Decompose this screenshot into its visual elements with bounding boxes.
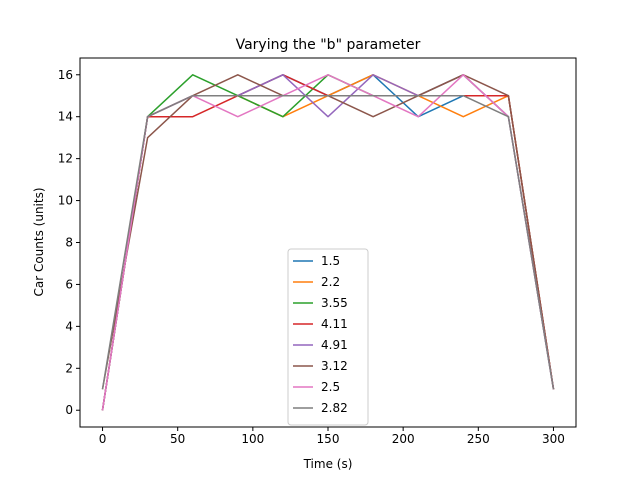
legend-label: 1.5 <box>321 254 340 268</box>
legend: 1.5 2.2 3.55 4.11 4.91 3.12 2.5 2.82 <box>287 248 369 426</box>
x-tick-label: 250 <box>467 432 490 446</box>
x-tick-label: 300 <box>542 432 565 446</box>
y-tick-label: 14 <box>58 110 73 124</box>
y-tick-label: 12 <box>58 152 73 166</box>
y-tick-label: 10 <box>58 194 73 208</box>
y-axis-label: Car Counts (units) <box>32 187 46 296</box>
y-tick-label: 2 <box>65 361 73 375</box>
series-line-8 <box>101 94 555 390</box>
y-tick-label: 8 <box>65 236 73 250</box>
legend-label: 2.2 <box>321 275 340 289</box>
legend-label: 2.5 <box>321 380 340 394</box>
y-tick-label: 4 <box>65 319 73 333</box>
legend-box <box>287 248 369 426</box>
legend-label: 3.12 <box>321 359 348 373</box>
x-tick-label: 0 <box>99 432 107 446</box>
legend-label: 4.91 <box>321 338 348 352</box>
y-tick-label: 16 <box>58 68 73 82</box>
legend-label: 3.55 <box>321 296 348 310</box>
legend-label: 4.11 <box>321 317 348 331</box>
chart-title: Varying the "b" parameter <box>236 37 421 53</box>
x-tick-label: 200 <box>392 432 415 446</box>
y-tick-label: 6 <box>65 277 73 291</box>
y-axis: 0 2 4 6 8 10 12 14 16 <box>58 68 80 417</box>
x-axis: 0 50 100 150 200 250 300 <box>99 427 565 446</box>
x-tick-label: 150 <box>317 432 340 446</box>
legend-label: 2.82 <box>321 401 348 415</box>
x-axis-label: Time (s) <box>303 457 353 471</box>
x-tick-label: 50 <box>170 432 185 446</box>
series-lines <box>101 74 555 411</box>
y-tick-label: 0 <box>65 403 73 417</box>
x-tick-label: 100 <box>241 432 264 446</box>
